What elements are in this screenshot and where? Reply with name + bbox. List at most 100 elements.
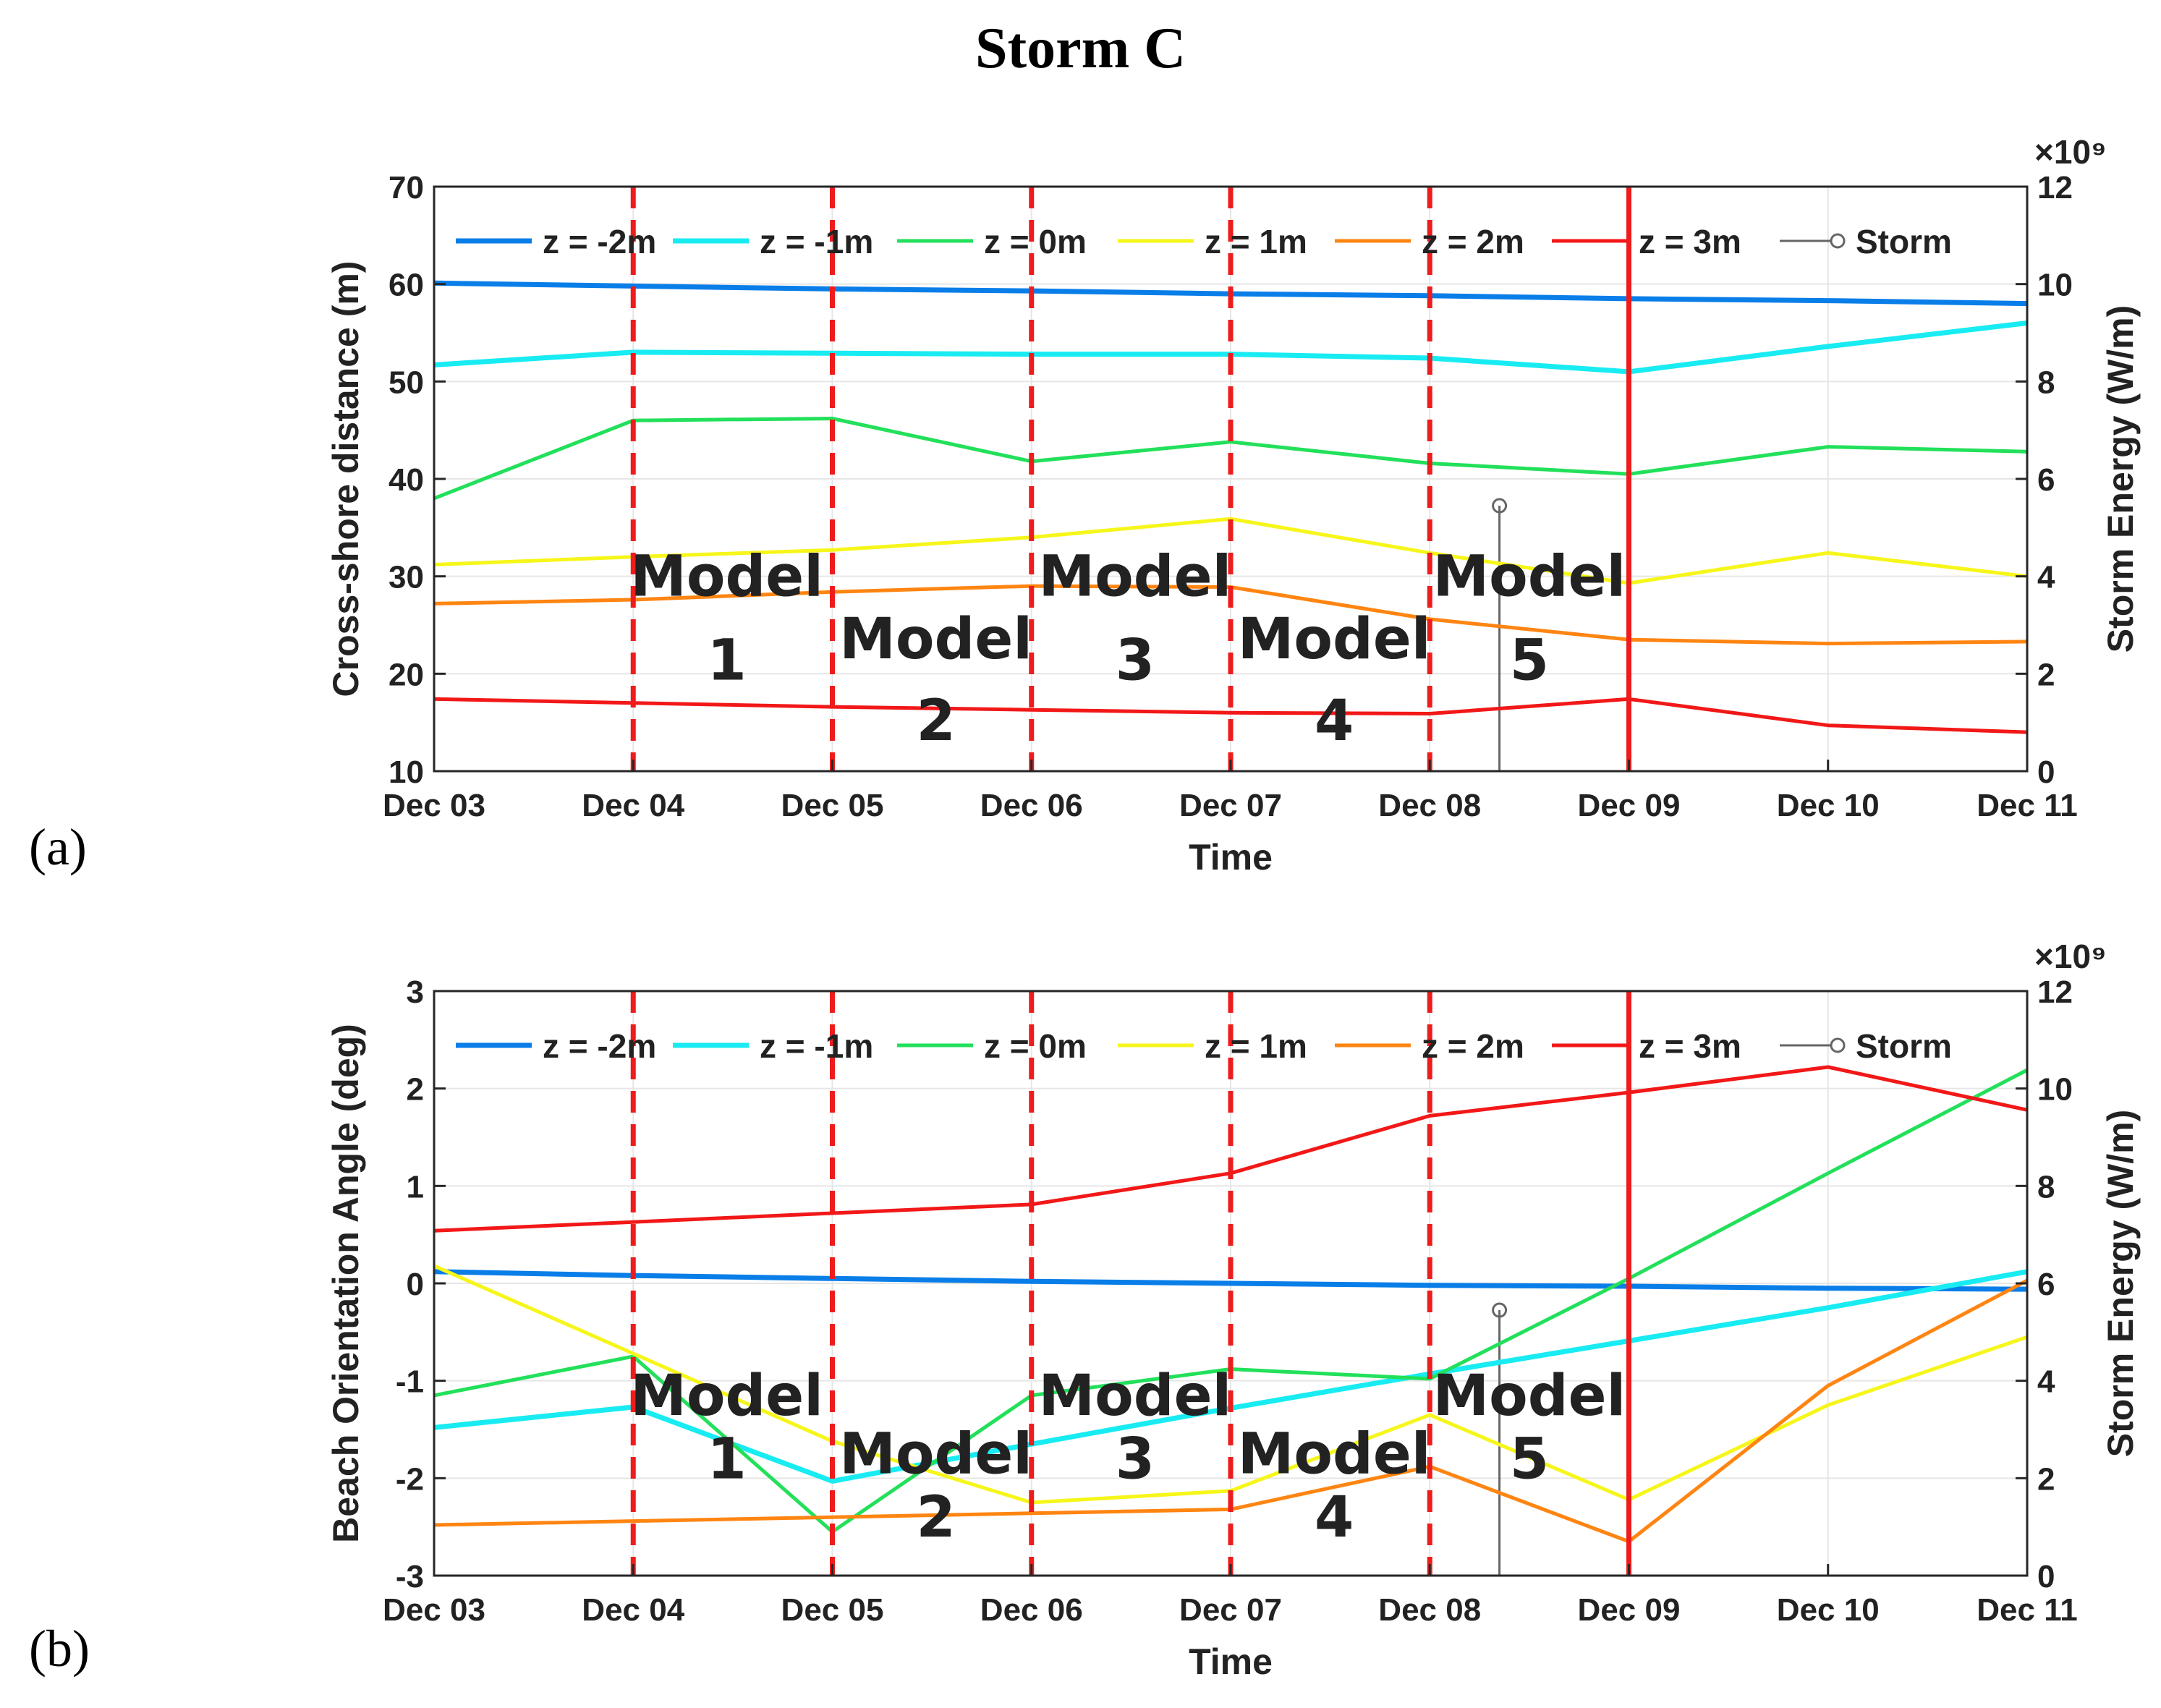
model-label: Model bbox=[1433, 545, 1626, 610]
y-tick-label: 70 bbox=[389, 170, 424, 205]
y-tick-label: 10 bbox=[389, 755, 424, 790]
y-tick-label: -1 bbox=[396, 1364, 424, 1400]
y2-tick-label: 4 bbox=[2037, 1364, 2055, 1400]
legend-swatch-storm-marker bbox=[1830, 233, 1846, 249]
y2-tick-label: 4 bbox=[2037, 560, 2055, 595]
y-tick-label: -3 bbox=[396, 1559, 424, 1594]
legend-label: z = 2m bbox=[1422, 1027, 1524, 1065]
y2-tick-label: 6 bbox=[2037, 462, 2055, 498]
model-label: Model bbox=[630, 1364, 823, 1429]
y-tick-label: 50 bbox=[389, 365, 424, 400]
model-label: Model bbox=[630, 545, 823, 610]
y2-tick-label: 8 bbox=[2037, 1169, 2055, 1204]
y2-multiplier: ×10⁹ bbox=[2034, 938, 2107, 975]
x-tick-label: Dec 08 bbox=[1378, 1592, 1481, 1628]
x-tick-label: Dec 04 bbox=[582, 788, 684, 823]
legend-label: z = 0m bbox=[984, 1027, 1087, 1065]
y2-tick-label: 12 bbox=[2037, 974, 2073, 1010]
model-number: 3 bbox=[1116, 628, 1155, 693]
legend-label: z = -2m bbox=[543, 1027, 656, 1065]
x-axis-label: Time bbox=[1189, 1641, 1273, 1682]
y2-tick-label: 10 bbox=[2037, 1072, 2073, 1108]
storm-marker bbox=[1492, 498, 1508, 514]
model-label: Model bbox=[1238, 607, 1431, 672]
model-number: 4 bbox=[1315, 689, 1354, 754]
series-line-z-3 bbox=[433, 697, 2028, 734]
y-tick-label: 3 bbox=[407, 974, 424, 1010]
legend-label: z = -1m bbox=[760, 223, 873, 260]
y2-tick-label: 8 bbox=[2037, 365, 2055, 400]
legend-label: Storm bbox=[1856, 1027, 1952, 1065]
x-tick-label: Dec 04 bbox=[582, 1592, 684, 1628]
x-tick-label: Dec 05 bbox=[781, 788, 884, 823]
legend-label: z = -2m bbox=[543, 223, 656, 260]
model-number: 2 bbox=[916, 689, 955, 754]
y-axis-label: Beach Orientation Angle (deg) bbox=[326, 1024, 366, 1543]
y-tick-label: 0 bbox=[407, 1267, 424, 1302]
model-number: 5 bbox=[1510, 1427, 1549, 1492]
x-tick-label: Dec 10 bbox=[1777, 1592, 1880, 1628]
y2-tick-label: 10 bbox=[2037, 268, 2073, 303]
x-tick-label: Dec 09 bbox=[1578, 1592, 1681, 1628]
y2-axis-label: Storm Energy (W/m) bbox=[2100, 305, 2141, 653]
y2-tick-label: 0 bbox=[2037, 755, 2055, 790]
x-tick-label: Dec 03 bbox=[383, 788, 485, 823]
chart-panel-a: Model 1 Model 2 Model 3 Model 4 Model 5 Dec 03 Dec … bbox=[326, 133, 2141, 878]
series-line-z-m2 bbox=[433, 1269, 2028, 1292]
y2-tick-label: 0 bbox=[2037, 1559, 2055, 1594]
x-tick-label: Dec 09 bbox=[1578, 788, 1681, 823]
x-tick-label: Dec 06 bbox=[980, 788, 1083, 823]
model-number: 5 bbox=[1510, 628, 1549, 693]
legend-label: z = 3m bbox=[1639, 223, 1741, 260]
legend-label: z = -1m bbox=[760, 1027, 873, 1065]
model-label: Model bbox=[1039, 545, 1232, 610]
y-axis-label: Cross-shore distance (m) bbox=[326, 261, 366, 697]
x-axis-label: Time bbox=[1189, 837, 1273, 878]
model-label: Model bbox=[1039, 1364, 1232, 1429]
model-label: Model bbox=[839, 1422, 1032, 1487]
x-tick-label: Dec 11 bbox=[1977, 1592, 2077, 1628]
legend-label: z = 2m bbox=[1422, 223, 1524, 260]
model-number: 2 bbox=[916, 1485, 955, 1550]
y-tick-label: 1 bbox=[407, 1169, 424, 1204]
y-tick-label: 20 bbox=[389, 657, 424, 692]
legend-label: Storm bbox=[1856, 223, 1952, 260]
y2-tick-label: 6 bbox=[2037, 1267, 2055, 1302]
y-tick-label: 40 bbox=[389, 462, 424, 498]
panel-label-b: (b) bbox=[29, 1620, 90, 1678]
y2-tick-label: 12 bbox=[2037, 170, 2073, 205]
y2-axis-label: Storm Energy (W/m) bbox=[2100, 1110, 2141, 1458]
x-tick-label: Dec 05 bbox=[781, 1592, 884, 1628]
x-tick-label: Dec 07 bbox=[1179, 788, 1282, 823]
y-tick-label: 30 bbox=[389, 560, 424, 595]
legend-label: z = 1m bbox=[1205, 223, 1307, 260]
x-tick-label: Dec 08 bbox=[1378, 788, 1481, 823]
panel-label-a: (a) bbox=[29, 818, 87, 876]
series-line-z-1 bbox=[433, 517, 2028, 585]
y-tick-label: 60 bbox=[389, 268, 424, 303]
legend-label: z = 1m bbox=[1205, 1027, 1307, 1065]
y-tick-label: -2 bbox=[396, 1461, 424, 1497]
figure-title: Storm C bbox=[975, 17, 1186, 80]
model-label: Model bbox=[1238, 1422, 1431, 1487]
legend-swatch-storm-marker bbox=[1830, 1037, 1846, 1053]
x-tick-label: Dec 03 bbox=[383, 1592, 485, 1628]
x-tick-label: Dec 10 bbox=[1777, 788, 1880, 823]
model-number: 1 bbox=[707, 1427, 746, 1492]
model-number: 1 bbox=[707, 628, 746, 693]
x-tick-label: Dec 07 bbox=[1179, 1592, 1282, 1628]
model-label: Model bbox=[1433, 1364, 1626, 1429]
x-tick-label: Dec 11 bbox=[1977, 788, 2077, 823]
legend-label: z = 3m bbox=[1639, 1027, 1741, 1065]
model-label: Model bbox=[839, 607, 1032, 672]
x-tick-label: Dec 06 bbox=[980, 1592, 1083, 1628]
storm-marker bbox=[1492, 1302, 1508, 1318]
y2-tick-label: 2 bbox=[2037, 1461, 2055, 1497]
model-number: 3 bbox=[1116, 1427, 1155, 1492]
y2-tick-label: 2 bbox=[2037, 657, 2055, 692]
legend-label: z = 0m bbox=[984, 223, 1087, 260]
model-number: 4 bbox=[1315, 1485, 1354, 1550]
series-line-z-0 bbox=[433, 417, 2028, 501]
